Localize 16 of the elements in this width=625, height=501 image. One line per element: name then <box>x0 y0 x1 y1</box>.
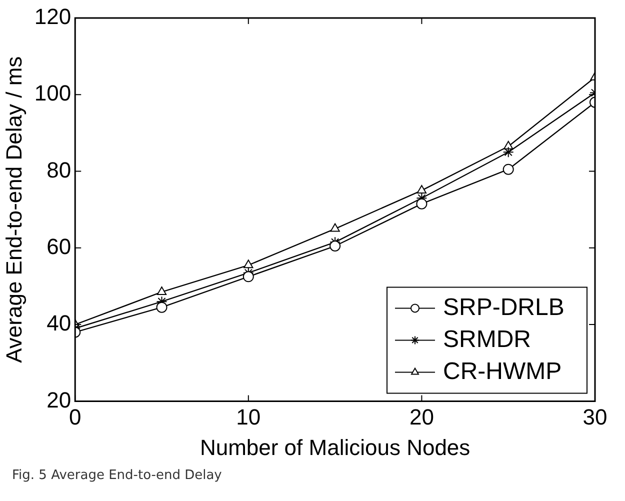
y-tick-label: 100 <box>34 80 72 106</box>
caption: Fig. 5 Average End-to-end Delay <box>12 468 222 483</box>
legend-label: SRMDR <box>443 326 531 353</box>
y-tick-label: 60 <box>46 234 72 259</box>
legend-label: SRP-DRLB <box>443 294 564 321</box>
y-tick-label: 120 <box>34 4 72 30</box>
y-tick-label: 80 <box>46 157 72 182</box>
y-tick-label: 20 <box>46 387 72 412</box>
y-tick-label: 40 <box>46 310 72 336</box>
y-axis-title: Average End-to-end Delay / ms <box>1 56 26 363</box>
x-tick-label: 0 <box>68 404 82 430</box>
x-axis-title: Number of Malicious Nodes <box>200 434 470 460</box>
x-tick-label: 20 <box>409 404 434 430</box>
x-tick-label: 10 <box>236 404 261 430</box>
legend-label: CR-HWMP <box>443 358 562 385</box>
x-tick-label: 30 <box>582 404 608 430</box>
